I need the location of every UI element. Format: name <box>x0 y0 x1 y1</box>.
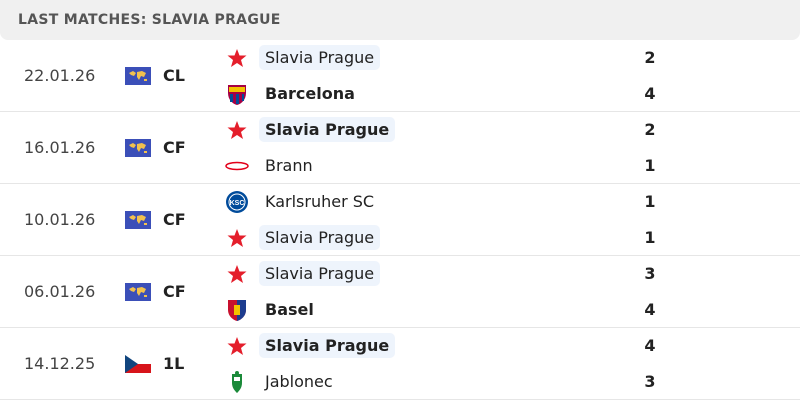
away-score: 1 <box>644 155 656 175</box>
world-flag-icon <box>125 138 151 157</box>
teams: Slavia Prague Basel <box>225 260 800 324</box>
match-date: 22.01.26 <box>24 66 96 85</box>
teams: Slavia Prague Barcelona <box>225 44 800 108</box>
teams: Slavia Prague Jablonec <box>225 332 800 396</box>
match-list: 22.01.26 CL Slavia Prague Barcelona 2 4 16.… <box>0 40 800 400</box>
teams: Slavia Prague Brann <box>225 116 800 180</box>
team-name[interactable]: Karlsruher SC <box>265 192 375 211</box>
match-row[interactable]: 10.01.26 CF KSC Karlsruher SC Slavia Pragu… <box>0 184 800 256</box>
competition: CF <box>125 138 225 157</box>
team-name[interactable]: Basel <box>265 300 314 319</box>
svg-text:KSC: KSC <box>230 200 245 207</box>
team-name[interactable]: Slavia Prague <box>259 261 381 286</box>
world-flag-icon <box>125 210 151 229</box>
competition-label: CL <box>163 66 185 85</box>
team-away[interactable]: Brann <box>225 152 800 180</box>
brann-logo-icon <box>225 154 249 178</box>
competition-label: 1L <box>163 354 185 373</box>
team-home[interactable]: Slavia Prague <box>225 332 800 360</box>
home-score: 4 <box>644 335 656 355</box>
team-name[interactable]: Jablonec <box>265 372 333 391</box>
slavia-star-icon <box>225 262 249 286</box>
team-home[interactable]: Slavia Prague <box>225 44 800 72</box>
competition: CF <box>125 210 225 229</box>
away-score: 3 <box>644 371 656 391</box>
section-title: LAST MATCHES: SLAVIA PRAGUE <box>18 12 281 28</box>
jablonec-crest-icon <box>225 370 249 394</box>
team-name[interactable]: Barcelona <box>265 84 355 103</box>
team-away[interactable]: Slavia Prague <box>225 224 800 252</box>
competition-label: CF <box>163 210 186 229</box>
team-name[interactable]: Slavia Prague <box>259 117 396 142</box>
team-home[interactable]: Slavia Prague <box>225 260 800 288</box>
ksc-logo-icon: KSC <box>225 190 249 214</box>
world-flag-icon <box>125 66 151 85</box>
match-date: 14.12.25 <box>24 354 96 373</box>
team-home[interactable]: KSC Karlsruher SC <box>225 188 800 216</box>
team-name[interactable]: Slavia Prague <box>259 45 381 70</box>
away-score: 1 <box>644 227 656 247</box>
slavia-star-icon <box>225 118 249 142</box>
away-score: 4 <box>644 83 656 103</box>
team-away[interactable]: Basel <box>225 296 800 324</box>
team-home[interactable]: Slavia Prague <box>225 116 800 144</box>
competition-label: CF <box>163 138 186 157</box>
team-name[interactable]: Slavia Prague <box>259 333 396 358</box>
competition-label: CF <box>163 282 186 301</box>
team-away[interactable]: Jablonec <box>225 368 800 396</box>
barcelona-crest-icon <box>225 82 249 106</box>
teams: KSC Karlsruher SC Slavia Prague <box>225 188 800 252</box>
team-away[interactable]: Barcelona <box>225 80 800 108</box>
match-date: 10.01.26 <box>24 210 96 229</box>
home-score: 1 <box>644 191 656 211</box>
team-name[interactable]: Brann <box>265 156 313 175</box>
slavia-star-icon <box>225 334 249 358</box>
home-score: 2 <box>644 47 656 67</box>
world-flag-icon <box>125 282 151 301</box>
competition: 1L <box>125 354 225 373</box>
basel-crest-icon <box>225 298 249 322</box>
team-name[interactable]: Slavia Prague <box>259 225 381 250</box>
home-score: 3 <box>644 263 656 283</box>
away-score: 4 <box>644 299 656 319</box>
home-score: 2 <box>644 119 656 139</box>
czech-flag-icon <box>125 354 151 373</box>
slavia-star-icon <box>225 46 249 70</box>
section-header: LAST MATCHES: SLAVIA PRAGUE <box>0 0 800 40</box>
match-date: 16.01.26 <box>24 138 96 157</box>
match-date: 06.01.26 <box>24 282 96 301</box>
competition: CF <box>125 282 225 301</box>
slavia-star-icon <box>225 226 249 250</box>
competition: CL <box>125 66 225 85</box>
